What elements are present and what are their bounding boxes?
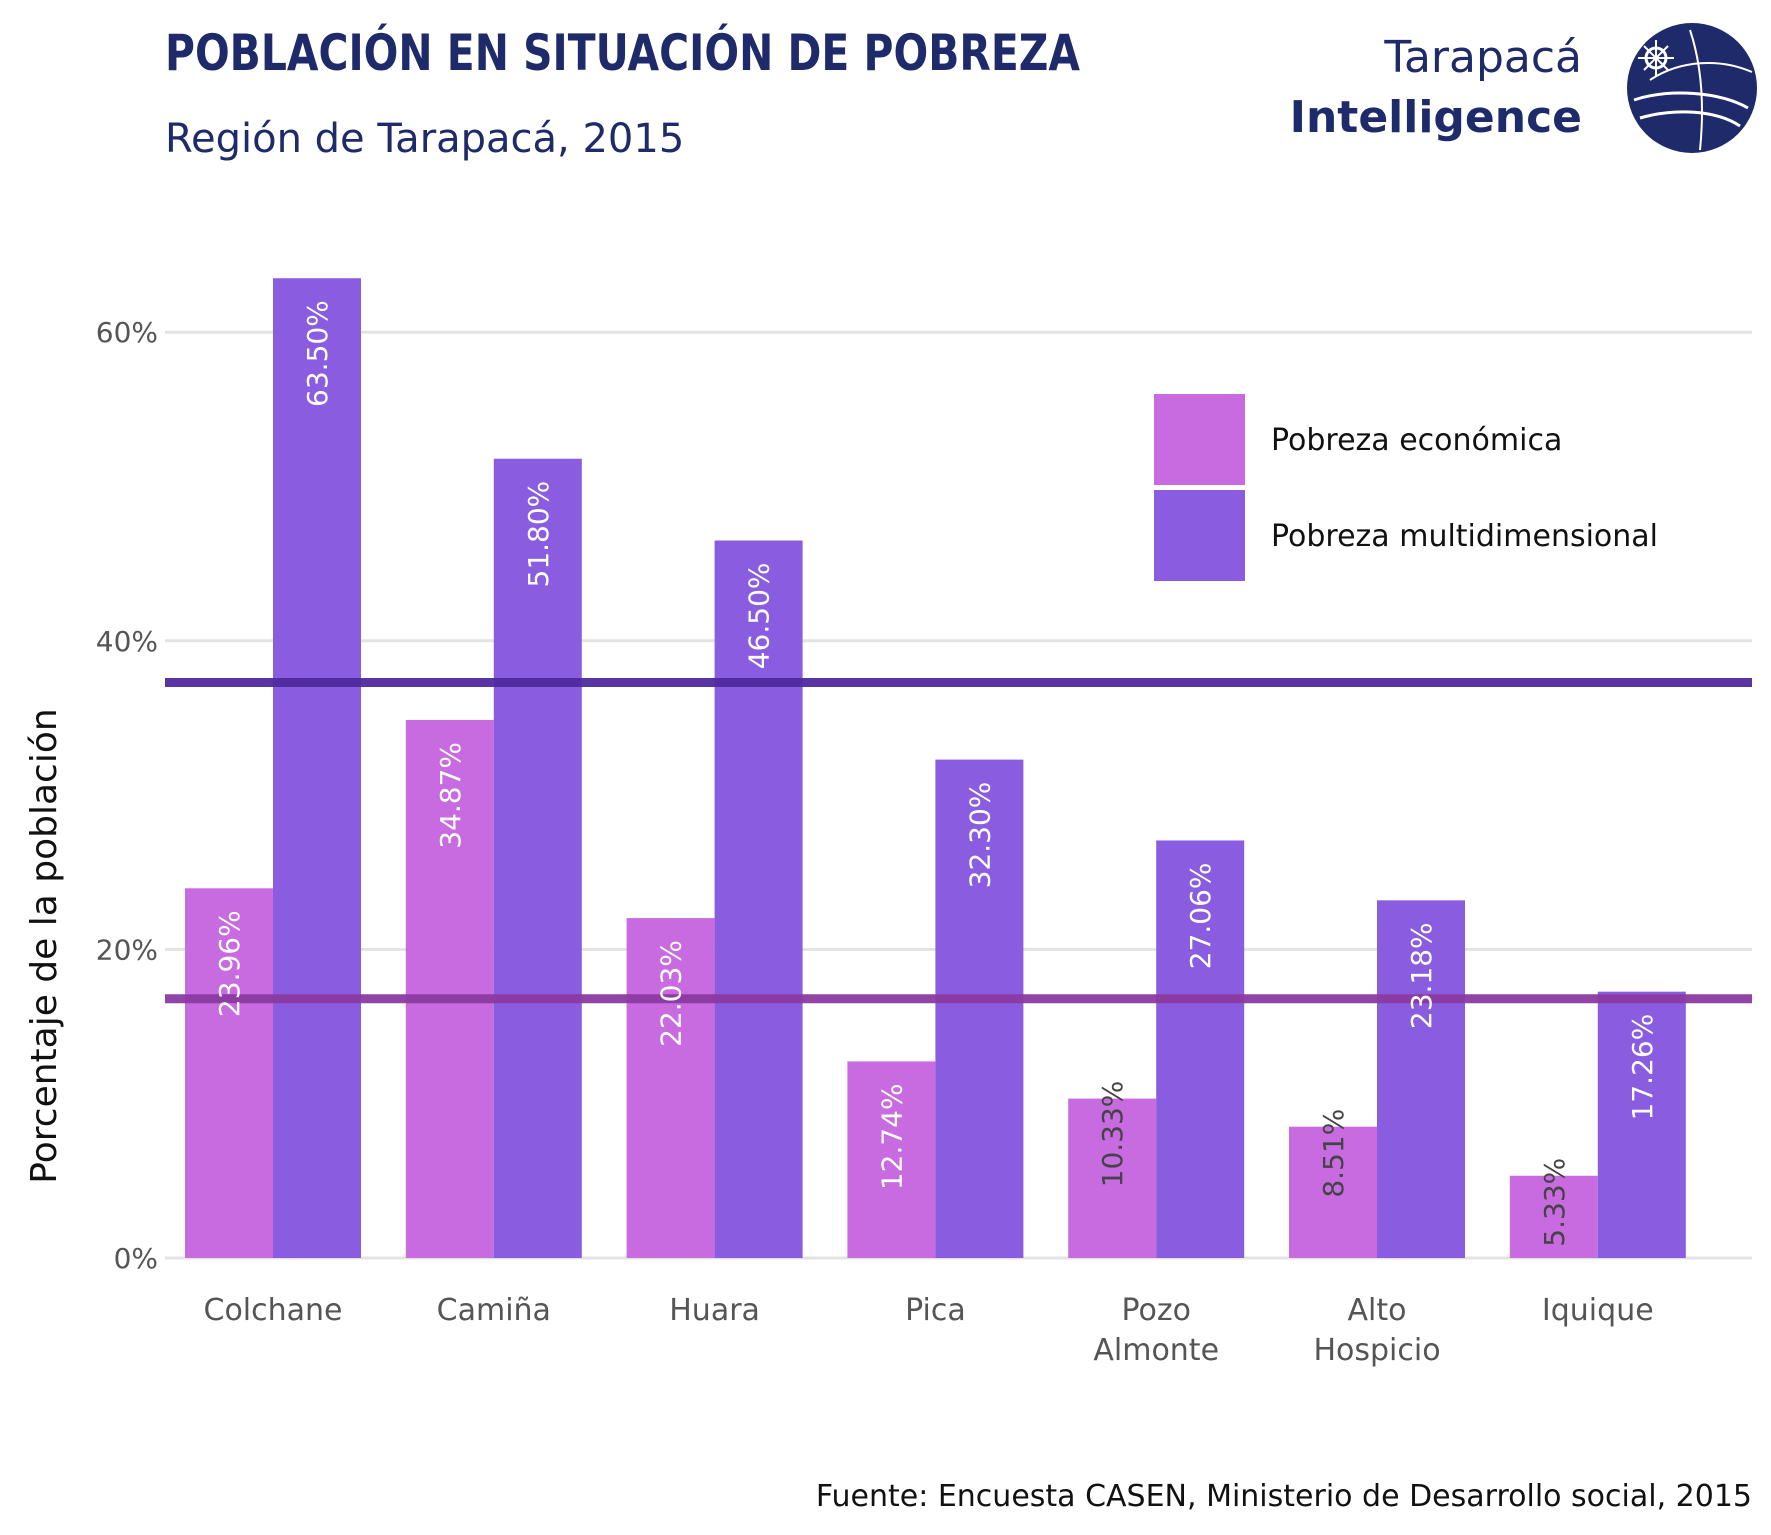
bar-economica	[405, 719, 494, 1258]
bar-value-label: 63.50%	[301, 300, 334, 407]
y-axis-label: Porcentaje de la población	[24, 708, 65, 1183]
chart-title: POBLACIÓN EN SITUACIÓN DE POBREZA	[165, 23, 1080, 82]
bar-economica	[626, 918, 715, 1258]
bar-multidimensional	[1597, 991, 1686, 1258]
y-tick-label: 0%	[114, 1242, 158, 1275]
y-axis-ticks: 0% 20% 40% 60%	[96, 316, 158, 1275]
legend-swatch-multidimensional	[1154, 490, 1245, 581]
bar-value-label: 22.03%	[655, 940, 688, 1047]
bar-multidimensional	[273, 278, 361, 1258]
x-tick-label: Colchane	[204, 1293, 343, 1328]
bar-value-label: 8.51%	[1317, 1109, 1350, 1198]
legend-swatch-economica	[1154, 394, 1245, 485]
bar-multidimensional	[1377, 900, 1465, 1258]
bar-value-label: 10.33%	[1096, 1081, 1129, 1188]
legend: Pobreza económica Pobreza multidimension…	[1154, 394, 1658, 581]
bar-value-label: 51.80%	[522, 481, 555, 588]
x-tick-label: Huara	[669, 1293, 760, 1328]
bar-value-label: 46.50%	[743, 563, 776, 670]
bar-economica	[1068, 1098, 1157, 1258]
bar-value-label: 23.18%	[1405, 922, 1438, 1029]
bar-multidimensional	[1156, 840, 1245, 1258]
bar-economica	[185, 888, 273, 1258]
reference-lines	[165, 677, 1752, 1004]
x-tick-label: Iquique	[1542, 1293, 1654, 1328]
brand-line1: Tarapacá	[1383, 32, 1582, 83]
source-note: Fuente: Encuesta CASEN, Ministerio de De…	[816, 1479, 1752, 1514]
bar-economica	[1289, 1126, 1377, 1258]
legend-label-multidimensional: Pobreza multidimensional	[1271, 519, 1658, 554]
bar-value-label: 5.33%	[1538, 1158, 1571, 1247]
bar-value-label: 34.87%	[434, 742, 467, 849]
bar-value-label: 32.30%	[963, 782, 996, 889]
brand-logo: Tarapacá Intelligence	[1290, 23, 1757, 153]
bar-economica	[1509, 1175, 1598, 1258]
y-tick-label: 40%	[96, 625, 158, 658]
x-tick-label: Alto Hospicio	[1313, 1293, 1440, 1368]
bar-economica	[847, 1061, 936, 1258]
bar-multidimensional	[935, 759, 1024, 1258]
brand-line2: Intelligence	[1290, 92, 1582, 143]
x-tick-label: Camiña	[437, 1293, 551, 1328]
bars	[185, 278, 1686, 1258]
y-tick-label: 60%	[96, 316, 158, 349]
bar-value-label: 17.26%	[1626, 1014, 1659, 1121]
bar-value-label: 23.96%	[213, 910, 246, 1017]
x-tick-label: Pica	[905, 1293, 966, 1328]
chart-subtitle: Región de Tarapacá, 2015	[165, 116, 684, 162]
bar-multidimensional	[714, 540, 803, 1258]
bar-multidimensional	[493, 458, 582, 1258]
brand-globe-icon	[1627, 23, 1757, 153]
legend-label-economica: Pobreza económica	[1271, 423, 1562, 458]
bar-value-label: 27.06%	[1184, 862, 1217, 969]
x-axis-ticks: Colchane Camiña Huara Pica Pozo Almonte Alto Ho…	[204, 1293, 1654, 1368]
bar-value-label: 12.74%	[875, 1083, 908, 1190]
y-tick-label: 20%	[96, 933, 158, 966]
x-tick-label: Pozo Almonte	[1093, 1293, 1219, 1368]
bar-labels: 23.96% 63.50% 34.87% 51.80% 22.03% 46.50% 12.7…	[213, 300, 1659, 1247]
